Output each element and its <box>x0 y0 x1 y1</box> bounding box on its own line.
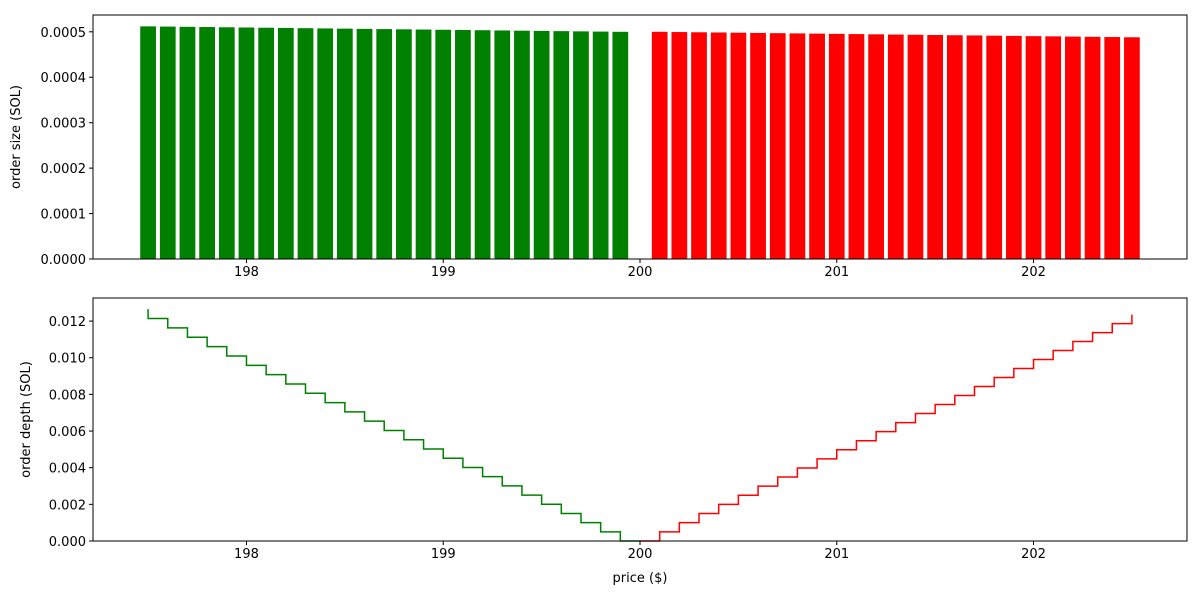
axes-frame <box>92 14 1188 260</box>
bar <box>415 29 432 259</box>
bar <box>494 30 511 259</box>
x-tick-label: 201 <box>824 547 849 562</box>
bar <box>828 33 845 259</box>
bar <box>553 31 570 259</box>
y-tick-label: 0.000 <box>49 535 86 550</box>
x-axis-label: price ($) <box>613 571 668 586</box>
bar <box>199 27 215 259</box>
y-tick-label: 0.006 <box>49 425 86 440</box>
bar <box>218 27 235 259</box>
x-tick-label: 202 <box>1021 547 1046 562</box>
x-tick-label: 198 <box>234 265 259 280</box>
bar <box>671 32 688 259</box>
bar <box>277 27 294 259</box>
y-tick-label: 0.0002 <box>41 162 87 177</box>
x-tick-label: 198 <box>234 547 259 562</box>
bar <box>769 33 786 259</box>
bar <box>848 34 865 259</box>
y-tick-label: 0.004 <box>49 462 86 477</box>
depth-line <box>640 314 1133 542</box>
bar <box>750 32 766 259</box>
bar <box>140 26 156 259</box>
bar <box>809 33 825 259</box>
x-tick-label: 200 <box>628 265 653 280</box>
bar <box>1065 36 1081 259</box>
bar <box>927 34 944 259</box>
bar <box>1084 36 1101 259</box>
bar <box>710 32 727 259</box>
y-axis-label: order depth (SOL) <box>19 361 34 478</box>
bar <box>868 34 884 259</box>
bar <box>1005 35 1022 259</box>
bar <box>789 33 806 259</box>
bar <box>1025 36 1042 259</box>
bar <box>297 28 314 259</box>
bar <box>1045 36 1062 259</box>
bar <box>1104 37 1121 259</box>
bar <box>317 28 334 259</box>
y-tick-label: 0.0000 <box>41 253 87 268</box>
x-tick-label: 201 <box>824 265 849 280</box>
bar <box>730 32 747 259</box>
x-tick-label: 199 <box>431 265 456 280</box>
y-tick-label: 0.002 <box>49 498 86 513</box>
bar <box>946 35 963 259</box>
bar <box>691 32 707 259</box>
bar <box>396 29 412 259</box>
x-tick-label: 199 <box>431 547 456 562</box>
y-tick-label: 0.0001 <box>41 208 87 223</box>
bar <box>238 27 255 259</box>
y-tick-label: 0.0005 <box>41 26 87 41</box>
bar <box>907 34 924 259</box>
y-tick-label: 0.012 <box>49 315 86 330</box>
bar <box>455 29 471 259</box>
y-tick-label: 0.008 <box>49 388 86 403</box>
bar <box>966 35 983 259</box>
bar <box>887 34 904 259</box>
bar <box>651 31 668 259</box>
bar <box>179 26 196 259</box>
bar <box>376 29 393 259</box>
depth-line <box>147 309 640 542</box>
bar <box>1124 37 1140 259</box>
y-tick-label: 0.0003 <box>41 117 87 132</box>
bar <box>474 30 491 259</box>
bar <box>612 31 629 259</box>
bar <box>986 35 1003 259</box>
bar <box>533 30 550 259</box>
bar <box>514 30 530 259</box>
bar <box>258 27 275 259</box>
bar <box>592 31 609 259</box>
y-axis-label: order size (SOL) <box>9 85 24 189</box>
bar <box>435 29 452 259</box>
x-tick-label: 202 <box>1021 265 1046 280</box>
axes-frame <box>92 297 1188 542</box>
x-tick-label: 200 <box>628 547 653 562</box>
bar <box>336 28 353 259</box>
y-tick-label: 0.010 <box>49 352 86 367</box>
bar <box>573 31 589 259</box>
y-tick-label: 0.0004 <box>41 71 87 86</box>
bar <box>159 26 176 259</box>
bar <box>356 28 373 259</box>
